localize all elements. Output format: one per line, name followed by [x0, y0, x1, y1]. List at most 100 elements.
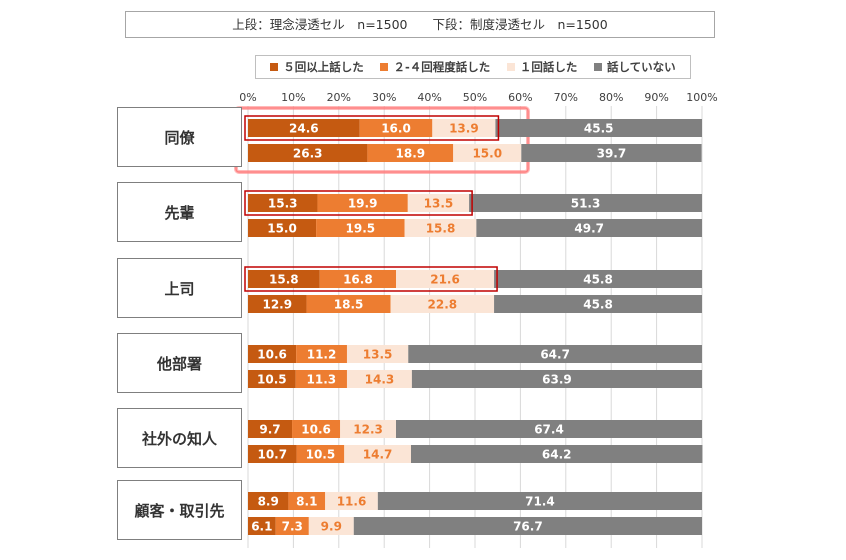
highlight-frame	[244, 115, 500, 141]
data-label: 26.3	[293, 147, 323, 161]
category-label: 同僚	[117, 107, 242, 167]
data-label: 16.0	[381, 122, 411, 136]
bar-segment	[308, 517, 354, 535]
category-label: 他部署	[117, 333, 242, 393]
data-label: 8.1	[296, 495, 317, 509]
data-label: 18.9	[396, 147, 426, 161]
data-label: 9.7	[259, 423, 280, 437]
legend-label-s2: ２-４回程度話した	[393, 60, 491, 74]
tick-label: 70%	[554, 91, 578, 104]
bar-segment	[390, 295, 495, 313]
tick-label: 10%	[281, 91, 305, 104]
data-label: 63.9	[542, 373, 572, 387]
legend-swatch-s4	[594, 63, 603, 71]
data-label: 9.9	[321, 520, 342, 534]
bar-segment	[495, 119, 702, 137]
data-label: 10.5	[306, 448, 336, 462]
note-upper: 上段：理念浸透セル n=1500	[232, 17, 408, 32]
bar-segment	[453, 144, 522, 162]
tick-label: 90%	[644, 91, 668, 104]
bar-segment	[248, 219, 317, 237]
data-label: 15.3	[268, 197, 298, 211]
highlight-frame	[244, 190, 473, 216]
bar-segment	[344, 445, 411, 463]
data-label: 76.7	[513, 520, 543, 534]
data-label: 15.8	[269, 273, 299, 287]
data-label: 64.7	[540, 348, 570, 362]
data-label: 10.5	[257, 373, 287, 387]
bar-segment	[407, 194, 470, 212]
data-label: 45.8	[583, 273, 613, 287]
category-label: 顧客・取引先	[117, 480, 242, 540]
data-label: 6.1	[251, 520, 272, 534]
bar-segment	[346, 370, 412, 388]
data-label: 49.7	[574, 222, 604, 236]
bar-segment	[248, 144, 368, 162]
bar-segment	[248, 492, 289, 510]
data-label: 15.0	[267, 222, 297, 236]
bar-segment	[292, 420, 341, 438]
tick-label: 40%	[417, 91, 441, 104]
bar-segment	[408, 345, 702, 363]
tick-label: 30%	[372, 91, 396, 104]
bar-segment	[469, 194, 702, 212]
data-label: 10.7	[257, 448, 287, 462]
data-label: 45.8	[583, 298, 613, 312]
data-label: 12.3	[353, 423, 383, 437]
bar-segment	[396, 270, 495, 288]
legend-label-s4: 話していない	[607, 60, 676, 74]
legend-label-s3: １回話した	[519, 60, 578, 74]
data-label: 15.8	[426, 222, 456, 236]
highlight-frame	[244, 266, 498, 292]
data-label: 7.3	[282, 520, 303, 534]
legend: ５回以上話した ２-４回程度話した １回話した 話していない	[255, 55, 691, 79]
data-label: 22.8	[428, 298, 458, 312]
data-label: 21.6	[430, 273, 460, 287]
bar-segment	[295, 370, 347, 388]
bar-segment	[296, 345, 347, 363]
bar-segment	[367, 144, 454, 162]
data-label: 19.9	[348, 197, 378, 211]
bar-segment	[346, 345, 409, 363]
data-label: 13.5	[363, 348, 393, 362]
bar-segment	[353, 517, 702, 535]
bar-segment	[248, 420, 293, 438]
sample-note: 上段：理念浸透セル n=1500 下段：制度浸透セル n=1500	[125, 11, 715, 38]
bar-segment	[248, 194, 318, 212]
bar-segment	[476, 219, 702, 237]
bar-segment	[377, 492, 702, 510]
bar-segment	[248, 517, 276, 535]
legend-swatch-s1	[270, 63, 279, 71]
bar-segment	[359, 119, 433, 137]
data-label: 11.6	[337, 495, 367, 509]
legend-label-s1: ５回以上話した	[283, 60, 364, 74]
legend-swatch-s2	[380, 63, 389, 71]
bar-segment	[521, 144, 702, 162]
bar-segment	[306, 295, 391, 313]
bar-segment	[275, 517, 309, 535]
data-label: 14.3	[365, 373, 395, 387]
bar-segment	[317, 194, 408, 212]
bar-segment	[432, 119, 496, 137]
bar-segment	[296, 445, 345, 463]
bar-segment	[494, 295, 702, 313]
data-label: 10.6	[301, 423, 331, 437]
bar-segment	[288, 492, 326, 510]
bar-segment	[248, 270, 320, 288]
bar-segment	[396, 420, 702, 438]
legend-item-s2: ２-４回程度話した	[380, 59, 490, 75]
bar-segment	[325, 492, 378, 510]
bar-segment	[404, 219, 477, 237]
data-label: 8.9	[258, 495, 279, 509]
data-label: 19.5	[346, 222, 376, 236]
data-label: 24.6	[289, 122, 319, 136]
data-label: 13.9	[449, 122, 479, 136]
data-label: 14.7	[363, 448, 393, 462]
tick-label: 100%	[686, 91, 717, 104]
tick-label: 0%	[239, 91, 256, 104]
data-label: 64.2	[542, 448, 572, 462]
category-label: 先輩	[117, 182, 242, 242]
data-label: 18.5	[334, 298, 364, 312]
bar-segment	[494, 270, 702, 288]
